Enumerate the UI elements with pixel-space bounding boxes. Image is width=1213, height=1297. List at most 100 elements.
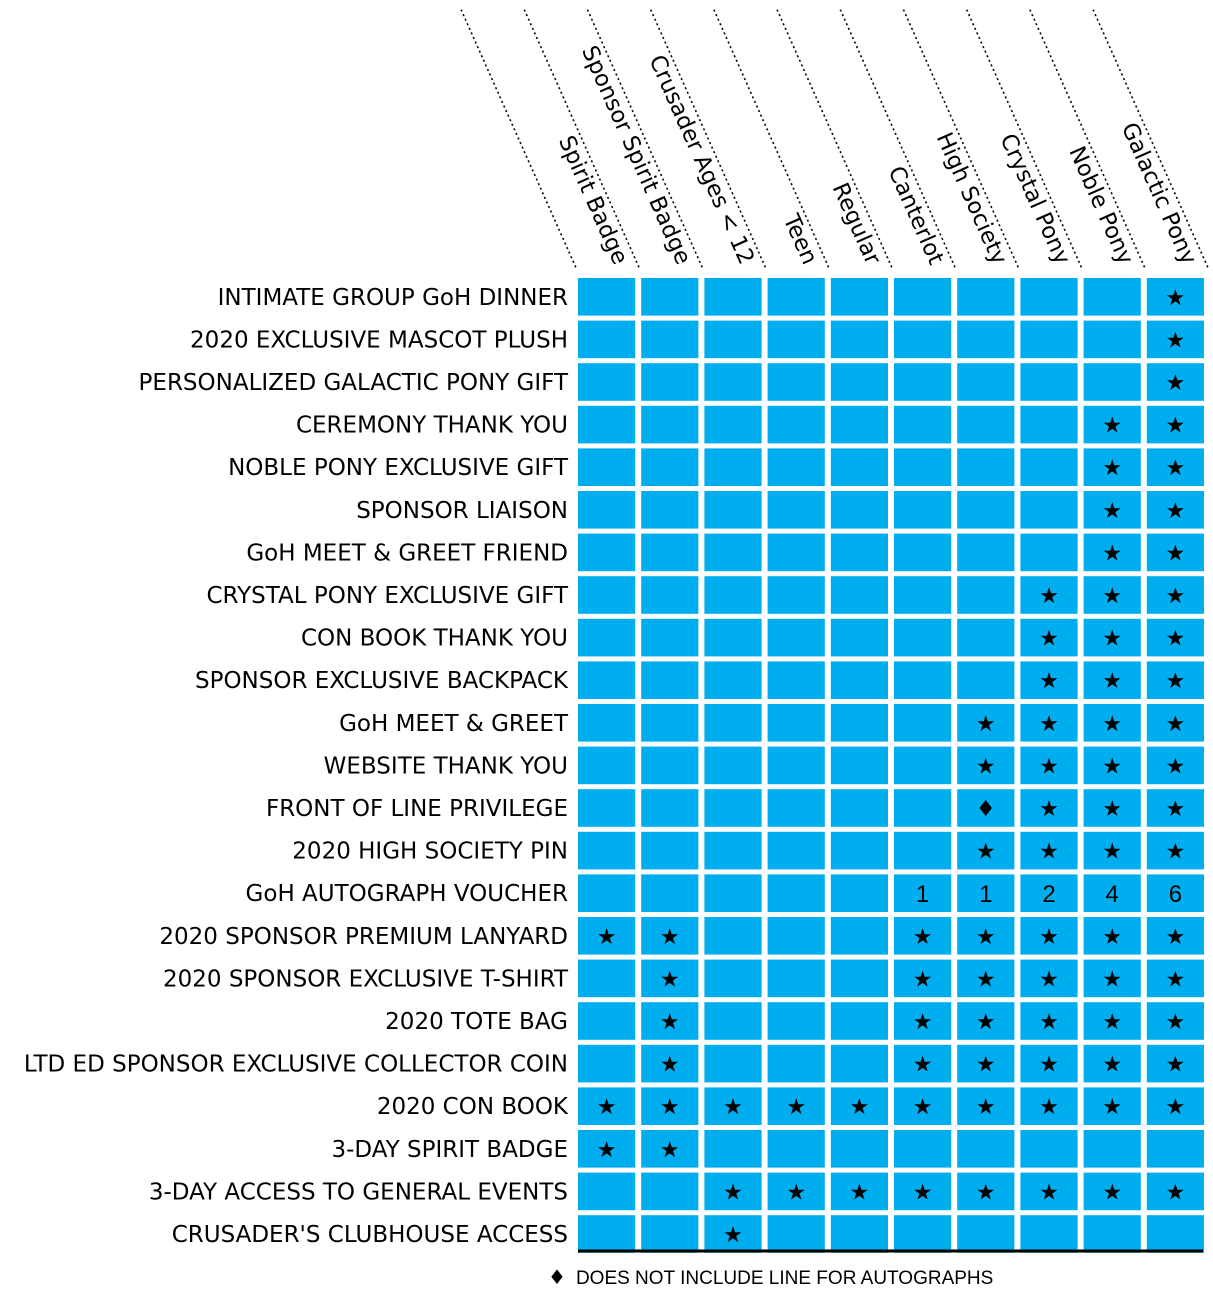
star-icon: ★ [1166, 627, 1186, 652]
matrix-cell [830, 533, 888, 572]
matrix-cell [767, 363, 825, 401]
star-icon: ★ [976, 1095, 996, 1120]
matrix-cell [578, 363, 636, 401]
matrix-cell [957, 959, 1015, 998]
matrix-cell [894, 363, 952, 401]
matrix-cell [767, 1130, 825, 1168]
matrix-cell [641, 533, 699, 572]
matrix-cell [1146, 1130, 1204, 1168]
matrix-cell [641, 917, 699, 955]
matrix-cell [1083, 917, 1141, 955]
star-icon: ★ [1102, 541, 1122, 566]
star-icon: ★ [913, 1010, 933, 1035]
star-icon: ★ [1102, 499, 1122, 524]
matrix-cell [1020, 576, 1078, 614]
matrix-cell [894, 405, 952, 444]
matrix-cell [957, 1044, 1015, 1083]
matrix-cell [641, 661, 699, 699]
row-label: CON BOOK THANK YOU [301, 626, 568, 652]
matrix-cell [894, 959, 952, 998]
matrix-cell [1083, 746, 1141, 785]
matrix-cell [1146, 363, 1204, 401]
matrix-cell [578, 1215, 636, 1253]
matrix-cell [830, 831, 888, 870]
matrix-cell [578, 533, 636, 572]
matrix-cell [767, 874, 825, 912]
matrix-cell [830, 1130, 888, 1168]
star-icon: ★ [597, 1095, 617, 1120]
matrix-cell [894, 1215, 952, 1253]
star-icon: ★ [786, 1095, 806, 1120]
matrix-cell [1146, 661, 1204, 699]
matrix-cell [641, 1215, 699, 1253]
matrix-cell [957, 533, 1015, 572]
star-icon: ★ [1102, 840, 1122, 865]
star-icon: ★ [1039, 1010, 1059, 1035]
row-label: GoH AUTOGRAPH VOUCHER [246, 881, 568, 907]
star-icon: ★ [1166, 1053, 1186, 1078]
matrix-cell [704, 1172, 762, 1211]
star-icon: ★ [1102, 712, 1122, 737]
matrix-cell [1020, 704, 1078, 742]
matrix-cell [1083, 491, 1141, 529]
legend: ♦ DOES NOT INCLUDE LINE FOR AUTOGRAPHS [548, 1265, 993, 1290]
star-icon: ★ [1102, 967, 1122, 992]
star-icon: ★ [1166, 754, 1186, 779]
voucher-count: 4 [1106, 881, 1119, 908]
row-label: 2020 SPONSOR PREMIUM LANYARD [159, 924, 568, 950]
column-header-noble-pony: Noble Pony [1063, 143, 1138, 269]
star-icon: ★ [1102, 925, 1122, 950]
matrix-cell [957, 661, 1015, 699]
star-icon: ★ [976, 840, 996, 865]
row-label: LTD ED SPONSOR EXCLUSIVE COLLECTOR COIN [24, 1052, 568, 1078]
star-icon: ★ [1102, 754, 1122, 779]
matrix-cell [767, 491, 825, 529]
matrix-cell [830, 618, 888, 657]
matrix-cell [894, 1087, 952, 1125]
star-icon: ★ [1166, 840, 1186, 865]
matrix-cell [1020, 1087, 1078, 1125]
matrix-cell [767, 746, 825, 785]
matrix-cell [894, 576, 952, 614]
matrix-cell [1083, 1002, 1141, 1040]
star-icon: ★ [976, 1053, 996, 1078]
matrix-cell [578, 874, 636, 912]
matrix-cell [767, 448, 825, 486]
star-icon: ★ [597, 1138, 617, 1163]
matrix-cell [957, 704, 1015, 742]
matrix-cell [957, 320, 1015, 359]
matrix-cell [578, 1087, 636, 1125]
matrix-cell [1020, 874, 1078, 912]
star-icon: ★ [723, 1223, 743, 1248]
matrix-cell [1146, 405, 1204, 444]
matrix-cell [704, 1044, 762, 1083]
row-label: NOBLE PONY EXCLUSIVE GIFT [228, 455, 569, 481]
matrix-cell [767, 405, 825, 444]
matrix-cell [1083, 576, 1141, 614]
star-icon: ★ [1102, 1180, 1122, 1205]
matrix-cell [830, 1215, 888, 1253]
matrix-cell [641, 576, 699, 614]
matrix-cell [1083, 704, 1141, 742]
matrix-cell [578, 448, 636, 486]
star-icon: ★ [1166, 797, 1186, 822]
matrix-cell [830, 1044, 888, 1083]
matrix-cell [894, 704, 952, 742]
matrix-cell [704, 278, 762, 316]
matrix-cell [1083, 874, 1141, 912]
star-icon: ★ [1039, 1095, 1059, 1120]
star-icon: ★ [913, 1095, 933, 1120]
row-label: INTIMATE GROUP GoH DINNER [218, 285, 568, 311]
row-label: 2020 SPONSOR EXCLUSIVE T-SHIRT [163, 966, 569, 992]
star-icon: ★ [1166, 1095, 1186, 1120]
matrix-cell [767, 1172, 825, 1211]
matrix-cell [704, 1002, 762, 1040]
matrix-cell [957, 278, 1015, 316]
matrix-cell [1083, 448, 1141, 486]
matrix-cell [578, 618, 636, 657]
matrix-cell [704, 320, 762, 359]
matrix-cell [830, 1087, 888, 1125]
matrix-cell [641, 789, 699, 827]
matrix-cell [957, 1130, 1015, 1168]
matrix-cell [957, 874, 1015, 912]
